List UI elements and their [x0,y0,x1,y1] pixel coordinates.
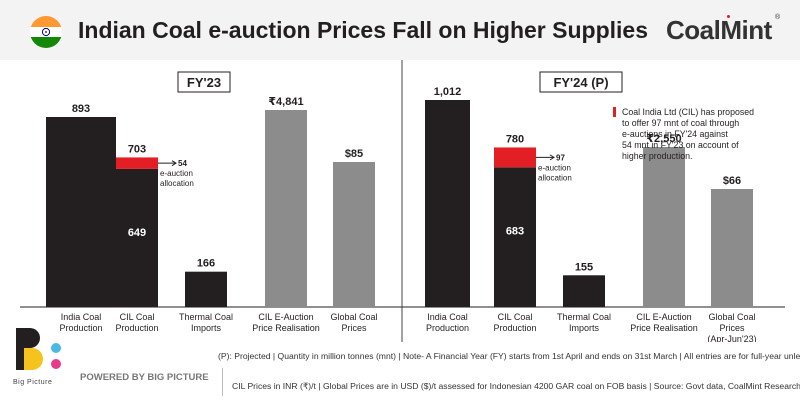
brand-logo: CoalMint [666,15,772,45]
category-label: Production [115,323,158,333]
bar [185,271,227,307]
annotation-text: e-auction [160,169,193,178]
bar [643,147,685,307]
bar-value-label: 1,012 [434,86,462,98]
category-label: Global Coal [330,312,377,322]
category-label: (Apr-Jun'23) [707,334,756,342]
annotation-text: allocation [538,173,572,182]
category-label: Imports [191,323,222,333]
brand-registered-mark: ® [775,14,781,21]
big-picture-logo [16,328,61,370]
footnote-sources: CIL Prices in INR (₹)/t | Global Prices … [232,381,800,391]
category-label: Price Realisation [252,323,320,333]
panel-title-box [539,71,623,93]
bar-segment-label: 683 [506,225,524,237]
callout-text: to offer 97 mnt of coal through [622,118,739,128]
category-label: CIL E-Auction [636,312,691,322]
callout-text: Coal India Ltd (CIL) has proposed [622,107,754,117]
annotation-text: e-auction [538,163,571,172]
bar-segment-base [494,167,536,307]
category-label: CIL Coal [120,312,155,322]
bar-value-label: $85 [345,148,363,160]
annotation-text: allocation [160,179,194,188]
header-bar: Indian Coal e-auction Prices Fall on Hig… [0,0,800,60]
bar-value-label: 166 [197,258,215,270]
category-label: Production [493,323,536,333]
category-label: Prices [341,323,367,333]
panel-title-box [177,71,231,93]
annotation-arrow [171,160,177,167]
category-label: India Coal [61,312,102,322]
callout-text: 54 mnt in FY'23 on account of [622,140,739,150]
brand-logo-dot [727,15,730,18]
category-label: Prices [719,323,745,333]
bar-value-label: 893 [72,103,90,115]
bar-segment-base [116,168,158,307]
bar-segment-label: 649 [128,227,146,239]
bar-value-label: ₹2,550 [646,133,681,145]
annotation-arrow [549,154,555,161]
page-title: Indian Coal e-auction Prices Fall on Hig… [78,17,648,43]
bar [46,117,116,307]
callout-text: e-auctions in FY'24 against [622,129,728,139]
footnote-projection: (P): Projected | Quantity in million ton… [218,351,800,361]
bar-value-label: 703 [128,143,146,155]
bar [425,100,470,307]
bar-segment-e-auction [116,157,158,169]
category-label: CIL E-Auction [258,312,313,322]
category-label: India Coal [427,312,468,322]
bar-value-label: 155 [575,261,593,273]
india-flag-icon [30,16,62,48]
category-label: Thermal Coal [179,312,233,322]
annotation-value: 54 [178,159,187,168]
category-label: CIL Coal [498,312,533,322]
callout-text: higher production. [622,151,692,161]
panel-title: FY'24 (P) [553,75,608,90]
bar-segment-e-auction [494,147,536,168]
panel-title: FY'23 [187,75,221,90]
bar [711,189,753,307]
category-label: Production [426,323,469,333]
category-label: Global Coal [708,312,755,322]
bar-value-label: ₹4,841 [268,96,303,108]
category-label: Thermal Coal [557,312,611,322]
powered-by-label: POWERED BY BIG PICTURE [80,372,209,383]
big-picture-logo-text: Big Picture [13,379,53,386]
footer-divider [222,368,223,396]
bar-value-label: 780 [506,133,524,145]
category-label: Production [59,323,102,333]
bar [563,275,605,307]
callout-marker [613,107,616,117]
annotation-value: 97 [556,153,565,162]
category-label: Imports [569,323,600,333]
bar [265,110,307,307]
bar-value-label: $66 [723,175,741,187]
bar [333,162,375,307]
category-label: Price Realisation [630,323,698,333]
